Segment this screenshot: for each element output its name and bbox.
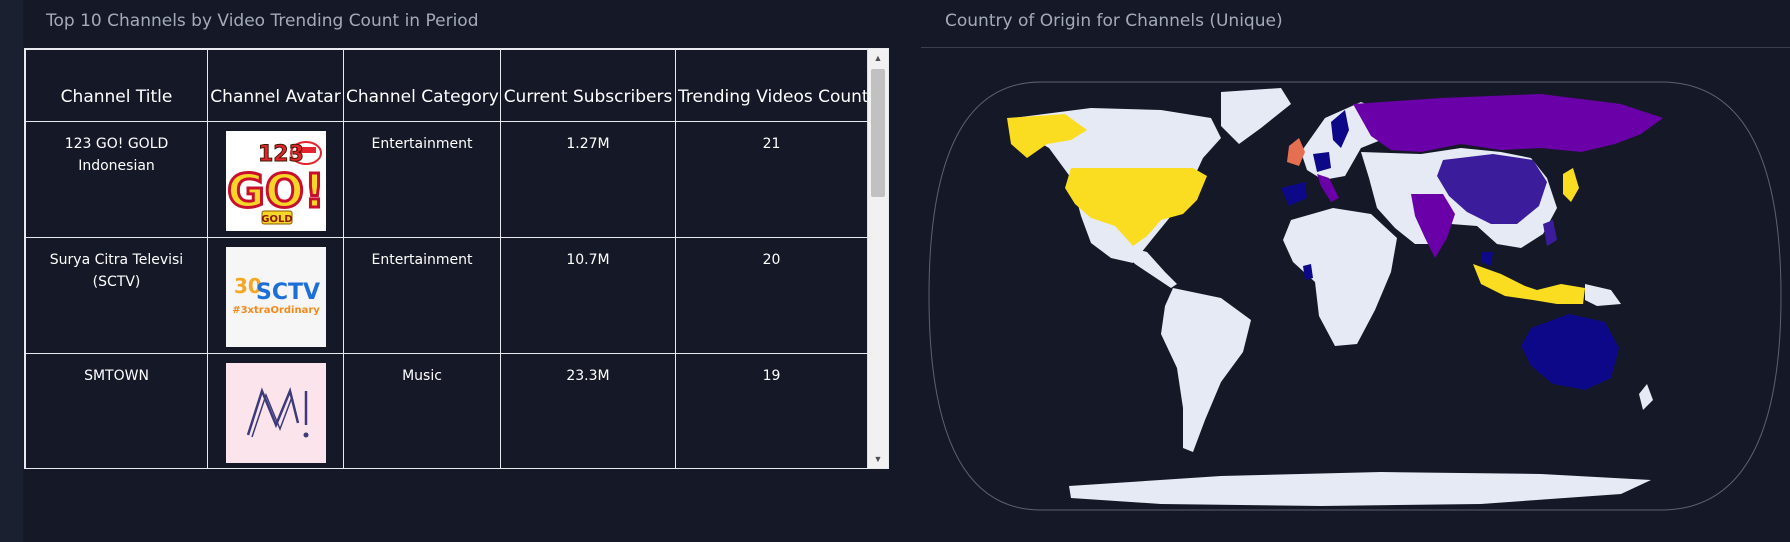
greenland-region[interactable] [1221,88,1291,144]
africa-region[interactable] [1283,208,1397,346]
left-gutter [0,0,23,542]
australia-region[interactable] [1521,314,1619,390]
new-zealand-region[interactable] [1639,384,1653,410]
indonesia-region[interactable] [1473,264,1585,304]
central-america-region[interactable] [1117,244,1177,288]
table-panel-title: Top 10 Channels by Video Trending Count … [46,11,479,31]
map-panel-title: Country of Origin for Channels (Unique) [945,11,1283,31]
south-america-region[interactable] [1161,288,1251,452]
cell-trending-videos-count: 21 [675,121,868,238]
cell-channel-category: Entertainment [343,121,501,238]
scroll-up-arrow-icon[interactable]: ▲ [873,53,883,63]
alaska-region[interactable] [1007,114,1087,158]
top-channels-table-container[interactable]: Channel Title Channel Avatar Channel Cat… [24,48,889,469]
smtown-avatar-icon [225,363,326,463]
logo-text-top: 30 [234,274,262,298]
russia-region[interactable] [1353,94,1663,152]
column-header-channel-title[interactable]: Channel Title [25,49,208,122]
cell-channel-avatar [207,353,344,468]
united-kingdom-region[interactable] [1287,138,1305,166]
cell-trending-videos-count: 19 [675,353,868,468]
logo-text-badge: GOLD [261,214,292,225]
column-header-current-subscribers[interactable]: Current Subscribers [500,49,676,122]
spain-region[interactable] [1281,182,1307,206]
italy-region[interactable] [1317,174,1339,202]
japan-region[interactable] [1563,168,1579,202]
cell-current-subscribers: 1.27M [500,121,676,238]
antarctica-region[interactable] [1069,472,1651,506]
scroll-thumb[interactable] [871,69,885,197]
column-header-channel-category[interactable]: Channel Category [343,49,501,122]
logo-text-main: SCTV [256,280,320,305]
column-header-channel-avatar[interactable]: Channel Avatar [207,49,344,122]
cell-channel-category: Entertainment [343,237,501,354]
ghana-region[interactable] [1303,264,1313,280]
table-row: Surya Citra Televisi (SCTV) 30 SCTV #3xt… [25,237,868,354]
123-go-gold-avatar-icon: 123 GO! GOLD [225,131,326,231]
table-scrollbar[interactable]: ▲ ▼ [867,49,888,468]
cell-channel-title: Surya Citra Televisi (SCTV) [25,237,208,354]
cell-channel-category: Music [343,353,501,468]
map-panel-divider [921,47,1790,48]
top-channels-table: Channel Title Channel Avatar Channel Cat… [25,49,868,468]
table-header-row: Channel Title Channel Avatar Channel Cat… [25,49,868,122]
sctv-avatar-icon: 30 SCTV #3xtraOrdinary [225,247,326,347]
scroll-down-arrow-icon[interactable]: ▼ [873,454,883,464]
cell-current-subscribers: 10.7M [500,237,676,354]
philippines-region[interactable] [1543,220,1557,246]
cell-channel-avatar: 123 GO! GOLD [207,121,344,238]
cell-channel-title: SMTOWN [25,353,208,468]
cell-channel-title: 123 GO! GOLD Indonesian [25,121,208,238]
logo-text-sub: #3xtraOrdinary [232,305,320,316]
column-header-trending-videos-count[interactable]: Trending Videos Count [675,49,868,122]
table-row: SMTOWN Music 23.3M 19 [25,353,868,468]
cell-channel-avatar: 30 SCTV #3xtraOrdinary [207,237,344,354]
logo-text-top: 123 [258,142,304,167]
world-map-svg[interactable] [921,48,1790,542]
sweden-region[interactable] [1331,110,1349,148]
india-region[interactable] [1411,194,1455,258]
country-map[interactable] [921,48,1790,542]
new-guinea-region[interactable] [1585,284,1621,306]
table-row: 123 GO! GOLD Indonesian 123 GO! GOLD Ent [25,121,868,238]
germany-region[interactable] [1313,152,1331,172]
cell-trending-videos-count: 20 [675,237,868,354]
logo-text-main: GO! [227,164,325,218]
united-states-region[interactable] [1065,168,1207,246]
malaysia-region[interactable] [1481,252,1493,266]
china-region[interactable] [1437,154,1547,224]
cell-current-subscribers: 23.3M [500,353,676,468]
